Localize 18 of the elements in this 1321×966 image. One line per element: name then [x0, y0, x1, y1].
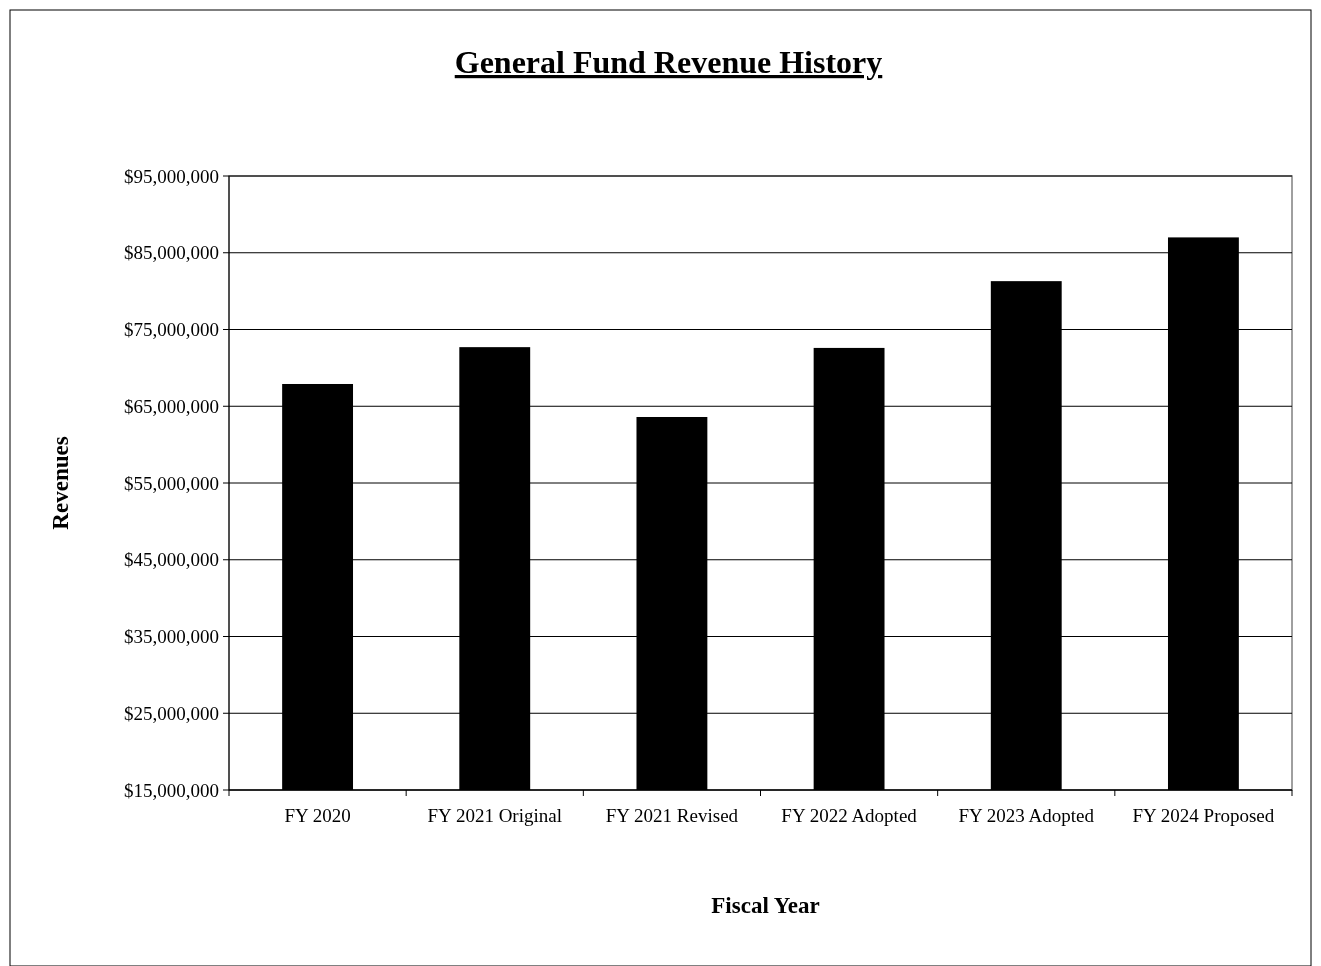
- y-tick-label: $15,000,000: [124, 779, 219, 801]
- x-tick-label: FY 2022 Adopted: [781, 805, 918, 826]
- y-tick-label: $45,000,000: [124, 549, 219, 571]
- y-tick-label: $85,000,000: [124, 242, 219, 264]
- chart-title: General Fund Revenue History: [454, 44, 883, 80]
- y-axis-title: Revenues: [48, 436, 73, 530]
- y-tick-label: $95,000,000: [124, 165, 219, 187]
- x-tick-label: FY 2023 Adopted: [958, 805, 1095, 826]
- y-tick-label: $65,000,000: [124, 395, 219, 417]
- x-tick-label: FY 2021 Revised: [605, 805, 739, 826]
- y-tick-label: $25,000,000: [124, 702, 219, 724]
- y-tick-label: $35,000,000: [124, 626, 219, 648]
- x-axis-title: Fiscal Year: [711, 893, 820, 918]
- y-tick-label: $55,000,000: [124, 472, 219, 494]
- y-tick-label: $75,000,000: [124, 319, 219, 341]
- x-tick-label: FY 2020: [284, 805, 351, 826]
- x-tick-label: FY 2021 Original: [427, 805, 562, 826]
- x-tick-label: FY 2024 Proposed: [1132, 805, 1275, 826]
